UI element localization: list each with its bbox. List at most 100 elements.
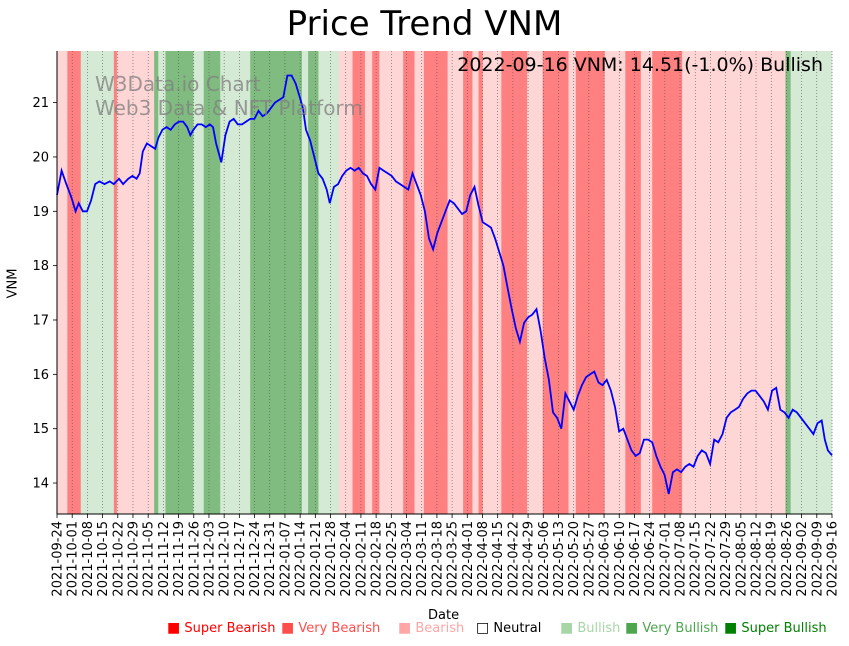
regime-band-very-bearish: [575, 51, 605, 514]
legend-label: Bullish: [573, 621, 621, 636]
regime-band-bearish: [568, 51, 577, 514]
x-axis-label: Date: [428, 608, 460, 623]
x-tick-label: 2022-03-25: [446, 521, 461, 597]
regime-band-bearish: [640, 51, 653, 514]
x-tick-label: 2022-07-22: [704, 521, 719, 597]
regime-band-very-bearish: [352, 51, 366, 514]
x-tick-label: 2022-08-19: [765, 521, 780, 597]
x-tick-label: 2022-07-29: [719, 521, 734, 597]
x-tick-label: 2021-10-22: [111, 521, 126, 597]
x-ticks: 2021-09-24 2021-10-01 2021-10-08 2021-10-15…: [51, 514, 841, 597]
watermark-line-1: W3Data.io Chart: [95, 72, 261, 96]
regime-band-bearish: [364, 51, 373, 514]
x-tick-label: 2022-05-06: [537, 521, 552, 597]
legend-label: Super Bullish: [737, 621, 827, 636]
legend-item: ■ Very Bearish: [281, 620, 380, 636]
regime-band-bearish: [116, 51, 155, 514]
regime-band-bullish: [318, 51, 340, 514]
regime-band-bearish: [713, 51, 786, 514]
x-tick-label: 2022-05-20: [567, 521, 582, 597]
regime-band-bullish: [301, 51, 309, 514]
legend-swatch: ■: [167, 620, 181, 636]
x-tick-label: 2021-10-01: [66, 521, 81, 597]
legend-label: Super Bearish: [180, 621, 276, 636]
legend-item: □ Neutral: [476, 620, 541, 636]
x-tick-label: 2021-12-10: [218, 521, 233, 597]
watermark-line-2: Web3 Data & NFT Platform: [95, 96, 363, 120]
price-annotation: 2022-09-16 VNM: 14.51(-1.0%) Bullish: [457, 54, 823, 76]
regime-band-bearish: [57, 51, 68, 514]
x-tick-label: 2021-11-19: [172, 521, 187, 597]
x-tick-label: 2022-07-01: [658, 521, 673, 597]
x-tick-label: 2022-05-27: [582, 521, 597, 597]
regime-band-bearish: [682, 51, 714, 514]
legend-swatch: □: [476, 620, 490, 636]
x-tick-label: 2022-04-22: [506, 521, 521, 597]
x-tick-label: 2022-01-21: [309, 521, 324, 597]
x-tick-label: 2022-03-11: [415, 521, 430, 597]
price-line: [56, 74, 833, 495]
x-tick-label: 2022-08-05: [734, 521, 749, 597]
y-tick-label: 15: [32, 422, 49, 437]
regime-band-bullish: [193, 51, 205, 514]
x-tick-label: 2021-12-31: [263, 521, 278, 597]
regime-band-bearish: [472, 51, 479, 514]
regime-band-very-bullish: [308, 51, 319, 514]
legend-label: Very Bearish: [294, 621, 381, 636]
y-tick-label: 17: [32, 313, 49, 328]
x-tick-label: 2021-11-12: [157, 521, 172, 597]
regime-band-very-bearish: [652, 51, 683, 514]
regime-band-very-bearish: [478, 51, 484, 514]
regime-band-very-bearish: [403, 51, 415, 514]
regime-band-very-bearish: [113, 51, 118, 514]
x-tick-label: 2022-04-15: [491, 521, 506, 597]
legend-item: ■ Bullish: [560, 620, 620, 636]
x-tick-label: 2021-10-15: [96, 521, 111, 597]
x-tick-label: 2021-11-05: [142, 521, 157, 597]
regime-band-bearish: [604, 51, 626, 514]
x-tick-label: 2022-09-02: [795, 521, 810, 597]
x-gridlines: [56, 51, 833, 514]
regime-band-bullish: [790, 51, 833, 514]
legend-swatch: ■: [281, 620, 295, 636]
y-tick-label: 20: [32, 150, 49, 165]
y-tick-label: 14: [32, 477, 49, 492]
regime-band-bullish: [158, 51, 166, 514]
legend-item: ■ Super Bearish: [167, 620, 275, 636]
x-tick-label: 2022-03-04: [400, 521, 415, 597]
x-tick-label: 2022-06-24: [643, 521, 658, 597]
regime-band-very-bearish: [463, 51, 473, 514]
x-tick-label: 2022-02-11: [354, 521, 369, 597]
regime-band-bearish: [527, 51, 543, 514]
regime-bands: [57, 51, 833, 514]
legend-swatch: ■: [560, 620, 574, 636]
x-tick-label: 2022-09-09: [810, 521, 825, 597]
y-tick-label: 18: [32, 259, 49, 274]
legend-label: Very Bullish: [638, 621, 719, 636]
regime-band-very-bearish: [501, 51, 528, 514]
x-tick-label: 2022-04-29: [522, 521, 537, 597]
x-tick-label: 2022-08-26: [780, 521, 795, 597]
legend-label: Bearish: [411, 621, 465, 636]
x-tick-label: 2022-07-15: [689, 521, 704, 597]
y-tick-label: 21: [32, 96, 49, 111]
axes: [56, 51, 832, 515]
x-tick-label: 2021-12-24: [248, 521, 263, 597]
regime-band-bullish: [220, 51, 251, 514]
x-tick-label: 2022-01-28: [324, 521, 339, 597]
x-tick-label: 2022-04-08: [476, 521, 491, 597]
legend-item: ■ Bearish: [398, 620, 464, 636]
x-tick-label: 2022-01-14: [294, 521, 309, 597]
y-axis-label: VNM: [5, 268, 21, 299]
legend-swatch: ■: [398, 620, 412, 636]
regime-band-very-bearish: [423, 51, 448, 514]
regime-band-bearish: [447, 51, 464, 514]
x-tick-label: 2021-10-08: [81, 521, 96, 597]
x-tick-label: 2021-09-24: [51, 521, 66, 597]
x-tick-label: 2022-06-03: [598, 521, 613, 597]
regime-band-very-bullish: [154, 51, 159, 514]
regime-band-very-bullish: [165, 51, 194, 514]
legend-label: Neutral: [489, 621, 542, 636]
x-tick-label: 2022-05-13: [552, 521, 567, 597]
